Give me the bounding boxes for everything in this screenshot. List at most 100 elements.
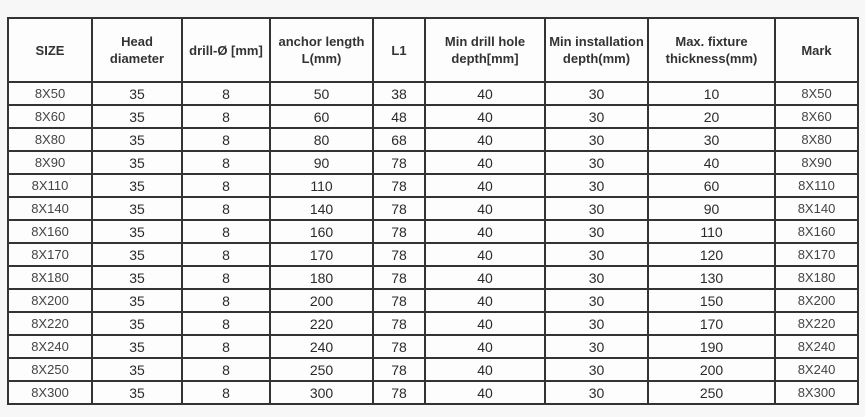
cell-drill-diameter: 8 <box>181 288 271 313</box>
cell-mark: 8X110 <box>774 173 859 198</box>
cell-l1: 38 <box>372 81 426 106</box>
cell-anchor-length: 140 <box>269 196 374 221</box>
cell-mark: 8X300 <box>774 380 859 405</box>
cell-min-installation-depth: 30 <box>544 265 649 290</box>
cell-min-installation-depth: 30 <box>544 150 649 175</box>
header-max-fixture-thickness: Max. fixture thickness(mm) <box>647 17 776 83</box>
table-row: 8X300 35 8 300 78 40 30 250 8X300 <box>7 380 859 405</box>
cell-max-fixture-thickness: 110 <box>647 219 776 244</box>
cell-head-diameter: 35 <box>91 242 183 267</box>
table-row: 8X170 35 8 170 78 40 30 120 8X170 <box>7 242 859 267</box>
table-row: 8X110 35 8 110 78 40 30 60 8X110 <box>7 173 859 198</box>
cell-anchor-length: 160 <box>269 219 374 244</box>
cell-mark: 8X240 <box>774 334 859 359</box>
cell-max-fixture-thickness: 250 <box>647 380 776 405</box>
cell-size: 8X50 <box>7 81 93 106</box>
cell-l1: 68 <box>372 127 426 152</box>
header-anchor-length: anchor length L(mm) <box>269 17 374 83</box>
header-row: SIZE Head diameter drill-Ø [mm] anchor leng… <box>7 17 859 83</box>
table-row: 8X90 35 8 90 78 40 30 40 8X90 <box>7 150 859 175</box>
cell-head-diameter: 35 <box>91 196 183 221</box>
table-row: 8X50 35 8 50 38 40 30 10 8X50 <box>7 81 859 106</box>
cell-l1: 48 <box>372 104 426 129</box>
cell-max-fixture-thickness: 170 <box>647 311 776 336</box>
cell-max-fixture-thickness: 30 <box>647 127 776 152</box>
cell-min-installation-depth: 30 <box>544 334 649 359</box>
cell-head-diameter: 35 <box>91 150 183 175</box>
cell-max-fixture-thickness: 60 <box>647 173 776 198</box>
cell-min-installation-depth: 30 <box>544 127 649 152</box>
header-min-drill-hole-depth: Min drill hole depth[mm] <box>424 17 546 83</box>
cell-max-fixture-thickness: 90 <box>647 196 776 221</box>
cell-min-drill-hole-depth: 40 <box>424 242 546 267</box>
cell-mark: 8X90 <box>774 150 859 175</box>
cell-head-diameter: 35 <box>91 265 183 290</box>
cell-l1: 78 <box>372 357 426 382</box>
cell-l1: 78 <box>372 196 426 221</box>
header-drill-diameter: drill-Ø [mm] <box>181 17 271 83</box>
cell-size: 8X240 <box>7 334 93 359</box>
cell-min-drill-hole-depth: 40 <box>424 127 546 152</box>
cell-min-installation-depth: 30 <box>544 81 649 106</box>
header-mark: Mark <box>774 17 859 83</box>
table-row: 8X220 35 8 220 78 40 30 170 8X220 <box>7 311 859 336</box>
cell-min-installation-depth: 30 <box>544 196 649 221</box>
table-row: 8X240 35 8 240 78 40 30 190 8X240 <box>7 334 859 359</box>
cell-drill-diameter: 8 <box>181 127 271 152</box>
cell-max-fixture-thickness: 130 <box>647 265 776 290</box>
table-row: 8X160 35 8 160 78 40 30 110 8X160 <box>7 219 859 244</box>
cell-mark: 8X50 <box>774 81 859 106</box>
cell-min-drill-hole-depth: 40 <box>424 104 546 129</box>
cell-size: 8X60 <box>7 104 93 129</box>
table-row: 8X60 35 8 60 48 40 30 20 8X60 <box>7 104 859 129</box>
cell-anchor-length: 80 <box>269 127 374 152</box>
cell-anchor-length: 240 <box>269 334 374 359</box>
cell-min-drill-hole-depth: 40 <box>424 334 546 359</box>
cell-min-installation-depth: 30 <box>544 219 649 244</box>
cell-size: 8X90 <box>7 150 93 175</box>
cell-min-installation-depth: 30 <box>544 173 649 198</box>
cell-anchor-length: 110 <box>269 173 374 198</box>
cell-size: 8X200 <box>7 288 93 313</box>
table-row: 8X80 35 8 80 68 40 30 30 8X80 <box>7 127 859 152</box>
cell-l1: 78 <box>372 288 426 313</box>
cell-drill-diameter: 8 <box>181 357 271 382</box>
cell-drill-diameter: 8 <box>181 334 271 359</box>
cell-drill-diameter: 8 <box>181 219 271 244</box>
cell-drill-diameter: 8 <box>181 242 271 267</box>
cell-head-diameter: 35 <box>91 104 183 129</box>
cell-max-fixture-thickness: 150 <box>647 288 776 313</box>
cell-mark: 8X80 <box>774 127 859 152</box>
cell-drill-diameter: 8 <box>181 150 271 175</box>
cell-size: 8X220 <box>7 311 93 336</box>
cell-drill-diameter: 8 <box>181 265 271 290</box>
cell-min-installation-depth: 30 <box>544 311 649 336</box>
cell-min-drill-hole-depth: 40 <box>424 219 546 244</box>
cell-min-installation-depth: 30 <box>544 357 649 382</box>
header-min-installation-depth: Min installation depth(mm) <box>544 17 649 83</box>
cell-mark: 8X200 <box>774 288 859 313</box>
cell-max-fixture-thickness: 40 <box>647 150 776 175</box>
cell-size: 8X140 <box>7 196 93 221</box>
cell-head-diameter: 35 <box>91 127 183 152</box>
cell-max-fixture-thickness: 20 <box>647 104 776 129</box>
cell-max-fixture-thickness: 120 <box>647 242 776 267</box>
cell-l1: 78 <box>372 173 426 198</box>
cell-min-drill-hole-depth: 40 <box>424 357 546 382</box>
cell-anchor-length: 300 <box>269 380 374 405</box>
cell-mark: 8X240 <box>774 357 859 382</box>
cell-drill-diameter: 8 <box>181 173 271 198</box>
cell-anchor-length: 200 <box>269 288 374 313</box>
cell-size: 8X250 <box>7 357 93 382</box>
cell-mark: 8X160 <box>774 219 859 244</box>
cell-drill-diameter: 8 <box>181 81 271 106</box>
cell-drill-diameter: 8 <box>181 104 271 129</box>
cell-anchor-length: 220 <box>269 311 374 336</box>
cell-head-diameter: 35 <box>91 173 183 198</box>
anchor-spec-table: SIZE Head diameter drill-Ø [mm] anchor leng… <box>7 17 859 405</box>
cell-l1: 78 <box>372 219 426 244</box>
cell-mark: 8X140 <box>774 196 859 221</box>
cell-anchor-length: 50 <box>269 81 374 106</box>
cell-max-fixture-thickness: 200 <box>647 357 776 382</box>
cell-size: 8X180 <box>7 265 93 290</box>
